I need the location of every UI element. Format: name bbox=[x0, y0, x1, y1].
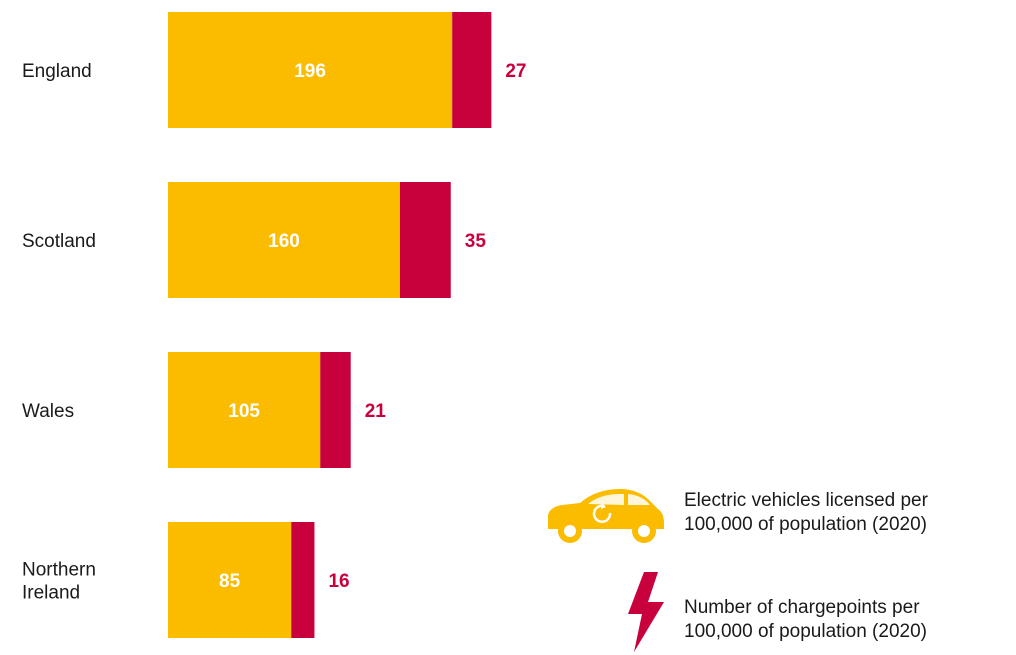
ev-value-label-scotland: 160 bbox=[268, 231, 300, 252]
chargepoint-bar-northern-ireland bbox=[291, 522, 315, 638]
category-label-england: England bbox=[22, 61, 92, 82]
chargepoint-bar-england bbox=[452, 12, 492, 128]
ev-bar-wales bbox=[168, 352, 321, 468]
chargepoint-bar-wales bbox=[320, 352, 351, 468]
bars-group bbox=[168, 12, 492, 638]
chargepoint-value-label-england: 27 bbox=[505, 61, 526, 82]
ev-value-label-northern-ireland: 85 bbox=[219, 571, 241, 592]
chargepoint-value-label-northern-ireland: 16 bbox=[328, 571, 349, 592]
ev-bar-england bbox=[168, 12, 453, 128]
category-labels: England Scotland Wales Northern Ireland bbox=[22, 61, 96, 604]
ev-value-label-england: 196 bbox=[294, 61, 326, 82]
ev-value-label-wales: 105 bbox=[228, 401, 260, 422]
ev-bar-northern-ireland bbox=[168, 522, 292, 638]
category-label-northern-ireland: Northern Ireland bbox=[22, 560, 96, 604]
value-labels: 196 27 160 35 105 21 85 16 bbox=[219, 61, 526, 592]
chargepoint-bar-scotland bbox=[400, 182, 451, 298]
chargepoint-value-label-scotland: 35 bbox=[465, 231, 487, 252]
category-label-scotland: Scotland bbox=[22, 231, 96, 252]
chargepoint-value-label-wales: 21 bbox=[365, 401, 387, 422]
category-label-wales: Wales bbox=[22, 401, 74, 422]
ev-bar-scotland bbox=[168, 182, 400, 298]
